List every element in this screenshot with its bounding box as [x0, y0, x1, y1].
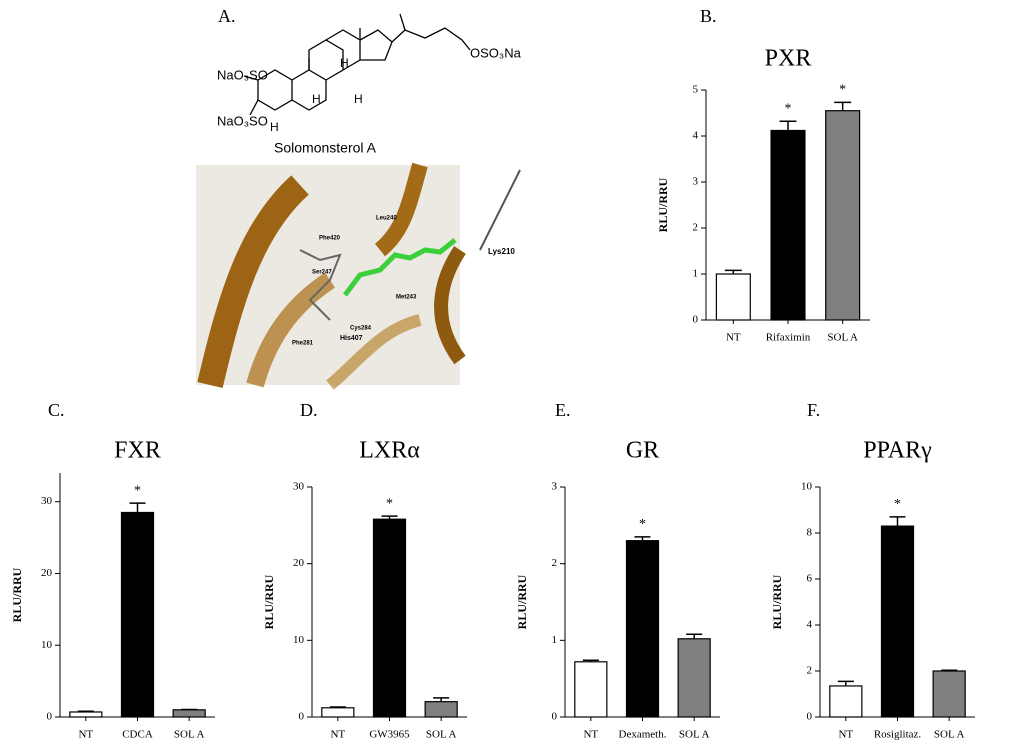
- residue-label: Ser247: [312, 270, 332, 276]
- y-tick-label: 10: [293, 634, 305, 646]
- structure-label: H: [354, 92, 363, 106]
- y-tick-label: 2: [693, 222, 699, 234]
- significance-marker: *: [894, 497, 901, 512]
- x-tick-label: SOL A: [679, 729, 710, 741]
- y-axis-label: RLU/RRU: [515, 574, 529, 629]
- structure-caption: Solomonsterol A: [274, 140, 377, 156]
- y-tick-label: 10: [41, 639, 53, 651]
- y-tick-label: 0: [807, 711, 813, 723]
- x-tick-label: SOL A: [174, 729, 205, 741]
- significance-marker: *: [134, 483, 141, 498]
- significance-marker: *: [386, 496, 393, 511]
- y-tick-label: 1: [552, 634, 558, 646]
- bar: [770, 129, 806, 321]
- y-tick-label: 2: [552, 557, 558, 569]
- y-axis-label: RLU/RRU: [656, 177, 670, 232]
- bar: [424, 701, 458, 718]
- structure-label: H: [340, 56, 349, 70]
- y-tick-label: 0: [552, 711, 558, 723]
- chart-title: LXRα: [359, 438, 420, 464]
- x-tick-label: SOL A: [426, 729, 457, 741]
- residue-label: Phe420: [319, 236, 341, 242]
- y-axis-label: RLU/RRU: [262, 574, 276, 629]
- bar: [829, 685, 863, 718]
- bar: [715, 273, 751, 321]
- x-tick-label: Dexameth.: [619, 729, 667, 741]
- bar: [825, 110, 861, 321]
- bar: [69, 711, 103, 718]
- x-tick-label: CDCA: [122, 729, 153, 741]
- x-tick-label: Rosiglitaz.: [874, 729, 922, 741]
- y-tick-label: 4: [693, 130, 699, 142]
- y-axis-label: RLU/RRU: [10, 567, 24, 622]
- y-tick-label: 1: [693, 268, 699, 280]
- y-tick-label: 5: [693, 84, 699, 96]
- x-tick-label: GW3965: [369, 729, 410, 741]
- y-tick-label: 2: [807, 665, 813, 677]
- bar: [372, 518, 407, 718]
- significance-marker: *: [639, 517, 646, 532]
- chart-title: FXR: [114, 438, 161, 464]
- bar: [880, 525, 915, 718]
- y-tick-label: 3: [552, 481, 558, 493]
- bar: [172, 709, 206, 718]
- bar: [574, 661, 608, 718]
- structure: [243, 13, 471, 116]
- docking-image: [196, 162, 521, 390]
- y-tick-label: 6: [807, 573, 813, 585]
- panel-label: B.: [700, 6, 717, 26]
- x-tick-label: SOL A: [934, 729, 965, 741]
- y-tick-label: 20: [41, 567, 53, 579]
- panel-label: C.: [48, 400, 65, 420]
- y-tick-label: 30: [293, 481, 305, 493]
- y-tick-label: 30: [41, 495, 53, 507]
- residue-label: His407: [340, 335, 363, 342]
- residue-label: Phe281: [292, 341, 314, 347]
- x-tick-label: NT: [330, 729, 345, 741]
- structure-label: H: [312, 92, 321, 106]
- x-tick-label: SOL A: [827, 332, 858, 344]
- chart-title: GR: [626, 438, 659, 464]
- y-tick-label: 0: [693, 314, 699, 326]
- residue-label: Cys284: [350, 326, 372, 332]
- y-tick-label: 20: [293, 557, 305, 569]
- y-axis-label: RLU/RRU: [770, 574, 784, 629]
- structure-label: OSO₃Na: [470, 45, 522, 60]
- y-tick-label: 4: [807, 619, 813, 631]
- structure-label: H: [270, 120, 279, 134]
- significance-marker: *: [785, 101, 792, 116]
- bar: [120, 511, 155, 718]
- bar: [625, 540, 660, 718]
- structure-label: NaO₃SO: [217, 113, 268, 128]
- y-tick-label: 0: [47, 711, 53, 723]
- y-tick-label: 8: [807, 527, 813, 539]
- x-tick-label: NT: [726, 332, 741, 344]
- x-tick-label: NT: [78, 729, 93, 741]
- structure-label: NaO₃SO: [217, 67, 268, 82]
- residue-label: Lys210: [488, 247, 515, 256]
- panel-label: A.: [218, 6, 236, 26]
- bar: [677, 638, 711, 718]
- x-tick-label: NT: [583, 729, 598, 741]
- residue-label: Met243: [396, 295, 417, 301]
- significance-marker: *: [839, 83, 846, 98]
- y-tick-label: 3: [693, 176, 699, 188]
- y-tick-label: 0: [299, 711, 305, 723]
- panel-label: E.: [555, 400, 571, 420]
- y-tick-label: 10: [801, 481, 813, 493]
- bar: [321, 707, 355, 718]
- x-tick-label: Rifaximin: [766, 332, 811, 344]
- bar: [932, 670, 966, 718]
- chart-title: PPARγ: [863, 438, 932, 464]
- chart-title: PXR: [765, 46, 812, 72]
- residue-label: Leu240: [376, 216, 397, 222]
- panel-label: D.: [300, 400, 318, 420]
- x-tick-label: NT: [838, 729, 853, 741]
- panel-label: F.: [807, 400, 820, 420]
